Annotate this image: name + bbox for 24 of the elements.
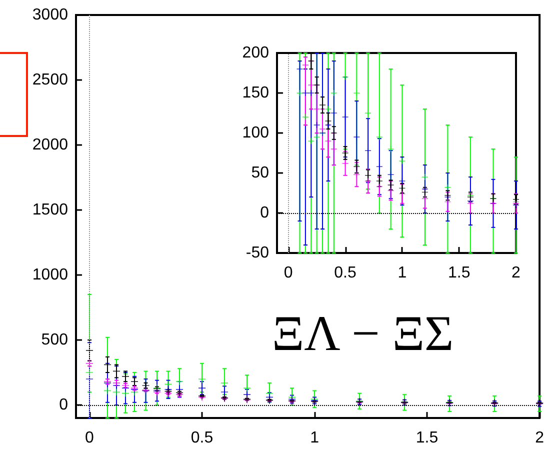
y-tick-label: 1000 bbox=[32, 266, 68, 284]
x-tick-label: 0 bbox=[284, 264, 293, 282]
annotation: ΞΛ − ΞΣ bbox=[272, 305, 454, 361]
y-tick-label: 2000 bbox=[32, 136, 68, 154]
y-tick-label: 0 bbox=[59, 396, 68, 414]
y-tick-label: 3000 bbox=[32, 6, 68, 24]
y-tick-label: 100 bbox=[242, 124, 270, 142]
y-tick-label: 150 bbox=[242, 84, 270, 102]
x-tick-label: 1.5 bbox=[448, 264, 470, 282]
x-tick-label: 2 bbox=[512, 264, 521, 282]
y-tick-label: 200 bbox=[242, 44, 270, 62]
y-tick-label: 1500 bbox=[32, 202, 68, 218]
y-tick-label: 50 bbox=[251, 164, 270, 182]
y-tick-label: 2500 bbox=[32, 72, 68, 88]
y-tick-label: 0 bbox=[260, 204, 270, 222]
x-tick-label: 0.5 bbox=[190, 430, 214, 446]
y-tick-label: 500 bbox=[41, 332, 68, 348]
x-tick-label: 0.5 bbox=[334, 264, 357, 282]
y-tick-label: -50 bbox=[246, 244, 270, 262]
x-tick-label: 1 bbox=[310, 430, 320, 446]
x-tick-label: 0 bbox=[85, 430, 94, 446]
x-tick-label: 1 bbox=[398, 264, 407, 282]
x-tick-label: 2 bbox=[535, 430, 544, 446]
x-tick-label: 1.5 bbox=[416, 430, 438, 446]
